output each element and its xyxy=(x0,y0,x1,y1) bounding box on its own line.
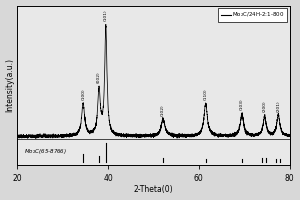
Text: (102): (102) xyxy=(161,104,165,116)
Legend: Mo$_2$C/24H-2:1-800: Mo$_2$C/24H-2:1-800 xyxy=(218,8,287,22)
Text: Mo$_2$C(65-8766): Mo$_2$C(65-8766) xyxy=(24,147,67,156)
Text: (002): (002) xyxy=(97,72,101,83)
Text: (103): (103) xyxy=(240,99,244,110)
Y-axis label: Intensity(a.u.): Intensity(a.u.) xyxy=(6,58,15,112)
Text: (100): (100) xyxy=(81,89,85,100)
Text: (201): (201) xyxy=(276,100,280,112)
X-axis label: 2-Theta(0): 2-Theta(0) xyxy=(134,185,173,194)
Text: (200): (200) xyxy=(263,101,267,112)
Text: (110): (110) xyxy=(204,88,208,100)
Text: (101): (101) xyxy=(104,10,108,21)
